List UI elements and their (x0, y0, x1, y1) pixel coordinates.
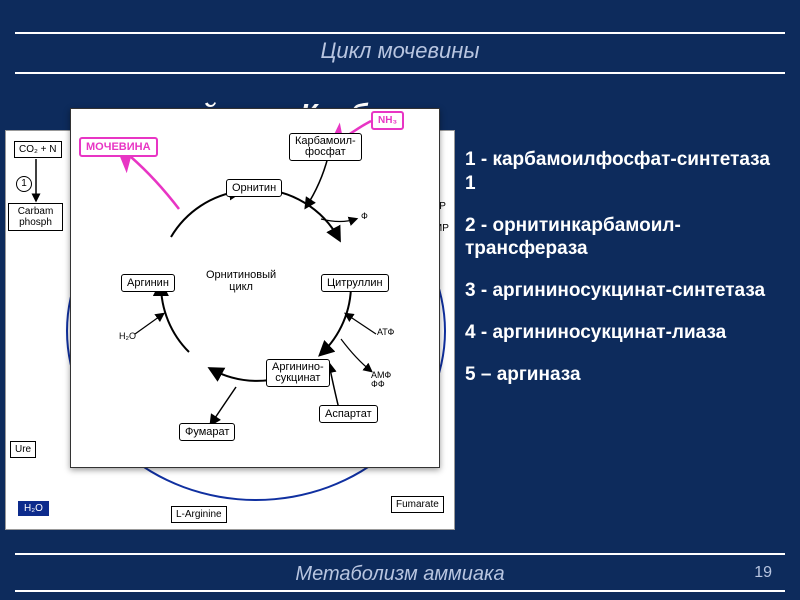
ornithine-box: Орнитин (226, 179, 282, 197)
back-ure: Ure (10, 441, 36, 458)
fumarate-box: Фумарат (179, 423, 235, 441)
enz-3: 3 - аргининосукцинат-синтетаза (465, 279, 785, 303)
nh3-box: NH₃ (371, 111, 404, 130)
rule-bottom-2 (15, 590, 785, 592)
urea-box: МОЧЕВИНА (79, 137, 158, 157)
back-h2o: H₂O (18, 501, 49, 516)
carbamoyl-box: Карбамоил- фосфат (289, 133, 362, 161)
h2o-txt: H₂O (119, 331, 136, 341)
back-larg: L-Arginine (171, 506, 227, 523)
rule-top (15, 32, 785, 34)
aspartate-box: Аспартат (319, 405, 378, 423)
back-carbam: Carbam phosph (8, 203, 63, 231)
diagram-front: NH₃ МОЧЕВИНА Карбамоил- фосфат Орнитин Ц… (70, 108, 440, 468)
slide-title: Цикл мочевины (0, 38, 800, 64)
rule-top-2 (15, 72, 785, 74)
back-co2: CO₂ + N (14, 141, 62, 158)
enz-1: 1 - карбамоилфосфат-синтетаза 1 (465, 148, 785, 196)
slide-number: 19 (754, 564, 772, 582)
center-label: Орнитиновый цикл (206, 269, 276, 293)
f-txt: Ф (361, 211, 368, 221)
arginine-box: Аргинин (121, 274, 175, 292)
enz-5: 5 – аргиназа (465, 363, 785, 387)
enz-2: 2 - орнитинкарбамоил-трансфераза (465, 214, 785, 262)
back-enz1: 1 (16, 176, 32, 192)
argsucc-box: Аргинино- сукцинат (266, 359, 330, 387)
amf-txt: АМФ ФФ (371, 371, 391, 389)
footer-title: Метаболизм аммиака (0, 563, 800, 586)
citrulline-box: Цитруллин (321, 274, 389, 292)
rule-bottom-1 (15, 553, 785, 555)
enzyme-list: 1 - карбамоилфосфат-синтетаза 1 2 - орни… (465, 148, 785, 404)
atf-txt: АТФ (377, 327, 394, 337)
enz-4: 4 - аргининосукцинат-лиаза (465, 321, 785, 345)
back-fumarate: Fumarate (391, 496, 444, 513)
